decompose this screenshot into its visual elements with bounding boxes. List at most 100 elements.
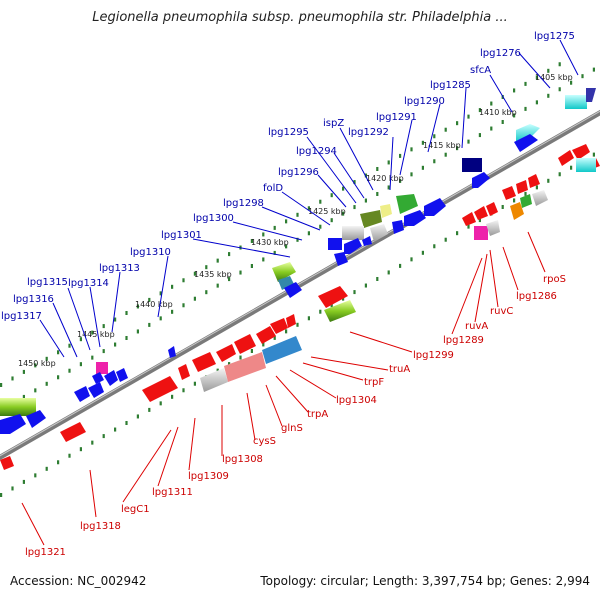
gene-label: trpA [307,409,328,420]
tick-mark [478,108,481,113]
gene-label: lpg1318 [80,521,121,532]
tick-mark [592,67,595,72]
tick-mark [433,159,436,164]
gene-label: lpg1311 [152,487,193,498]
tick-mark [136,304,139,309]
tick-mark [11,486,14,491]
tick-mark [57,375,60,380]
map-title: Legionella pneumophila subsp. pneumophil… [92,10,508,25]
tick-mark [433,244,436,249]
tick-mark [45,466,48,471]
tick-mark [467,114,470,119]
kbp-label: 1420 kbp [366,174,404,183]
tick-mark [57,350,60,355]
tick-mark [330,193,333,198]
backbone-line [0,109,600,461]
tick-mark [0,383,3,387]
gene-label: lpg1310 [130,247,171,258]
tick-mark [182,278,185,283]
tick-mark [410,147,413,152]
tick-mark [205,290,208,295]
gene-label: lpg1317 [1,311,42,322]
tick-mark [148,407,151,412]
tick-mark [285,329,288,334]
tick-mark [444,152,447,157]
gene-label: rpoS [543,274,566,285]
gene-label: ispZ [323,118,344,129]
tick-mark [114,427,117,432]
tick-row-bottom [0,152,595,497]
tick-mark [307,231,310,236]
topology-text: Topology: circular; Length: 3,397,754 bp… [260,574,590,588]
tick-mark [444,237,447,242]
gene-label: lpg1313 [99,263,140,274]
tick-mark [216,258,219,263]
tick-mark [136,414,139,419]
tick-mark [159,291,162,296]
bottom-gene-labels: rpoS lpg1286 ruvC ruvA lpg1289 lpg1299 t… [25,274,566,558]
top-connectors [39,39,579,358]
tick-mark [11,376,14,381]
tick-mark [0,493,3,497]
tick-mark [148,322,151,327]
tick-mark [524,191,527,196]
tick-mark [45,381,48,386]
tick-mark [421,165,424,170]
tick-mark [125,420,128,425]
tick-mark [535,185,538,190]
tick-mark [524,106,527,111]
tick-mark [182,388,185,393]
gene-label: lpg1292 [348,127,389,138]
tick-mark [273,225,276,230]
tick-mark [570,80,573,85]
tick-mark [490,126,493,131]
gene-label: lpg1309 [188,471,229,482]
kbp-label: 1435 kbp [194,270,232,279]
tick-mark [250,348,253,353]
tick-mark [34,473,37,478]
tick-mark [193,381,196,386]
tick-mark [524,81,527,86]
tick-mark [467,224,470,229]
tick-mark [250,263,253,268]
tick-mark [22,369,25,374]
tick-mark [171,394,174,399]
tick-mark [171,284,174,289]
tick-mark [193,296,196,301]
tick-mark [513,113,516,118]
gene-label: lpg1286 [516,291,557,302]
tick-mark [319,199,322,204]
accession-text: Accession: NC_002942 [10,574,147,588]
gene-label: lpg1290 [404,96,445,107]
gene-label: lpg1321 [25,547,66,558]
tick-mark [262,232,265,237]
tick-mark [136,329,139,334]
tick-mark [342,186,345,191]
top-gene-labels: lpg1275 lpg1276 sfcA lpg1285 lpg1290 lpg… [1,31,575,322]
gene-label: ruvA [465,321,488,332]
tick-mark [353,205,356,210]
tick-mark [421,250,424,255]
tick-mark [68,368,71,373]
tick-mark [376,276,379,281]
tick-mark [592,152,595,157]
tick-mark [228,277,231,282]
tick-mark [330,218,333,223]
tick-mark [501,204,504,209]
kbp-label: 1425 kbp [308,207,346,216]
tick-mark [22,394,25,399]
gene-label: lpg1296 [278,167,319,178]
tick-mark [307,316,310,321]
tick-mark [307,206,310,211]
gene-label: legC1 [121,504,150,515]
gene-label: lpg1276 [480,48,521,59]
tick-mark [421,140,424,145]
tick-mark [68,343,71,348]
tick-mark [125,335,128,340]
tick-mark [547,178,550,183]
tick-mark [228,362,231,367]
tick-mark [399,178,402,183]
gene-label: lpg1298 [223,198,264,209]
tick-mark [114,317,117,322]
